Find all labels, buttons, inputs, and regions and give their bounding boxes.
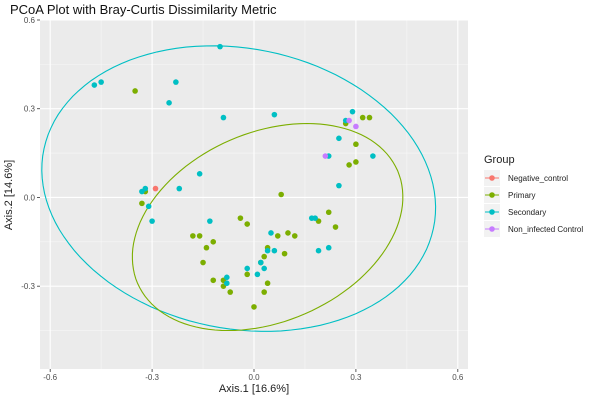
point-secondary	[336, 182, 342, 189]
point-negative-control	[152, 185, 159, 192]
point-secondary	[271, 247, 278, 254]
point-secondary	[315, 247, 322, 254]
ellipse-primary	[131, 122, 404, 332]
x-tick-label: 0.6	[452, 373, 464, 382]
ellipse-secondary	[41, 45, 437, 332]
point-non-infected-control	[322, 153, 329, 159]
point-primary	[196, 233, 203, 239]
point-non-infected-control	[353, 123, 359, 130]
point-secondary	[207, 218, 213, 224]
point-primary	[190, 233, 196, 239]
point-primary	[203, 244, 210, 251]
point-secondary	[261, 265, 267, 272]
point-secondary	[271, 111, 278, 118]
point-secondary	[257, 259, 264, 266]
point-secondary	[217, 43, 223, 50]
point-primary	[291, 233, 298, 239]
legend-key-point-non-infected-control	[489, 226, 495, 232]
point-secondary	[196, 170, 203, 177]
legend-label-non-infected-control: Non_infected Control	[508, 225, 583, 234]
legend-label-secondary: Secondary	[508, 208, 546, 217]
y-tick-label: 0.3	[24, 105, 36, 114]
legend-title: Group	[484, 154, 515, 166]
point-primary	[200, 259, 206, 266]
point-secondary	[176, 185, 183, 192]
point-primary	[325, 209, 332, 216]
point-primary	[227, 289, 234, 295]
x-tick-label: 0.3	[350, 373, 362, 382]
y-axis: -0.3 0.0 0.3 0.6	[21, 16, 40, 291]
point-secondary	[142, 185, 149, 192]
point-primary	[139, 200, 145, 207]
point-primary	[274, 233, 281, 239]
point-secondary	[336, 135, 342, 142]
point-non-infected-control	[346, 117, 352, 124]
point-secondary	[220, 114, 227, 121]
point-primary	[359, 114, 366, 121]
point-secondary	[98, 79, 104, 85]
point-secondary	[264, 247, 271, 254]
point-primary	[285, 230, 291, 236]
x-tick-label: -0.6	[43, 373, 57, 382]
point-primary	[353, 141, 359, 148]
confidence-ellipses	[41, 45, 437, 332]
point-primary	[132, 88, 138, 94]
point-primary	[261, 253, 267, 260]
point-secondary	[91, 82, 98, 88]
x-tick-label: 0.0	[248, 373, 260, 382]
point-secondary	[244, 265, 251, 272]
legend: Group Negative_control Primary Secondary No…	[484, 154, 583, 237]
point-secondary	[149, 218, 155, 224]
y-tick-label: 0.6	[24, 16, 36, 25]
data-points	[91, 43, 376, 310]
point-secondary	[254, 271, 261, 278]
point-secondary	[166, 100, 172, 106]
legend-key-point-primary	[489, 192, 495, 198]
point-primary	[210, 277, 217, 284]
point-primary	[264, 280, 271, 287]
point-primary	[261, 289, 267, 295]
point-secondary	[224, 280, 230, 287]
grid-major	[40, 19, 468, 369]
point-secondary	[173, 79, 179, 85]
point-primary	[346, 162, 352, 168]
point-primary	[251, 304, 257, 310]
point-secondary	[325, 244, 332, 251]
point-primary	[244, 271, 251, 278]
chart-title: PCoA Plot with Bray-Curtis Dissimilarity…	[10, 2, 277, 17]
x-tick-label: -0.3	[145, 373, 159, 382]
point-primary	[237, 215, 244, 221]
point-primary	[210, 239, 217, 245]
legend-label-negative-control: Negative_control	[508, 174, 568, 183]
y-tick-label: -0.3	[21, 282, 35, 291]
legend-key-point-negative-control	[489, 175, 495, 181]
x-axis-title: Axis.1 [16.6%]	[219, 383, 289, 395]
legend-label-primary: Primary	[508, 191, 536, 200]
point-primary	[278, 191, 284, 198]
legend-key-point-secondary	[489, 209, 495, 215]
point-primary	[244, 221, 251, 227]
point-primary	[366, 114, 373, 121]
point-primary	[281, 250, 288, 257]
point-secondary	[349, 108, 356, 115]
y-tick-label: 0.0	[24, 193, 36, 202]
y-axis-title: Axis.2 [14.6%]	[3, 160, 15, 230]
point-primary	[353, 159, 359, 165]
point-secondary	[312, 215, 318, 221]
point-secondary	[224, 274, 230, 281]
point-primary	[332, 224, 339, 230]
point-secondary	[370, 153, 376, 159]
point-secondary	[145, 203, 152, 210]
x-axis: -0.6 -0.3 0.0 0.3 0.6	[43, 369, 464, 382]
point-secondary	[268, 230, 274, 236]
